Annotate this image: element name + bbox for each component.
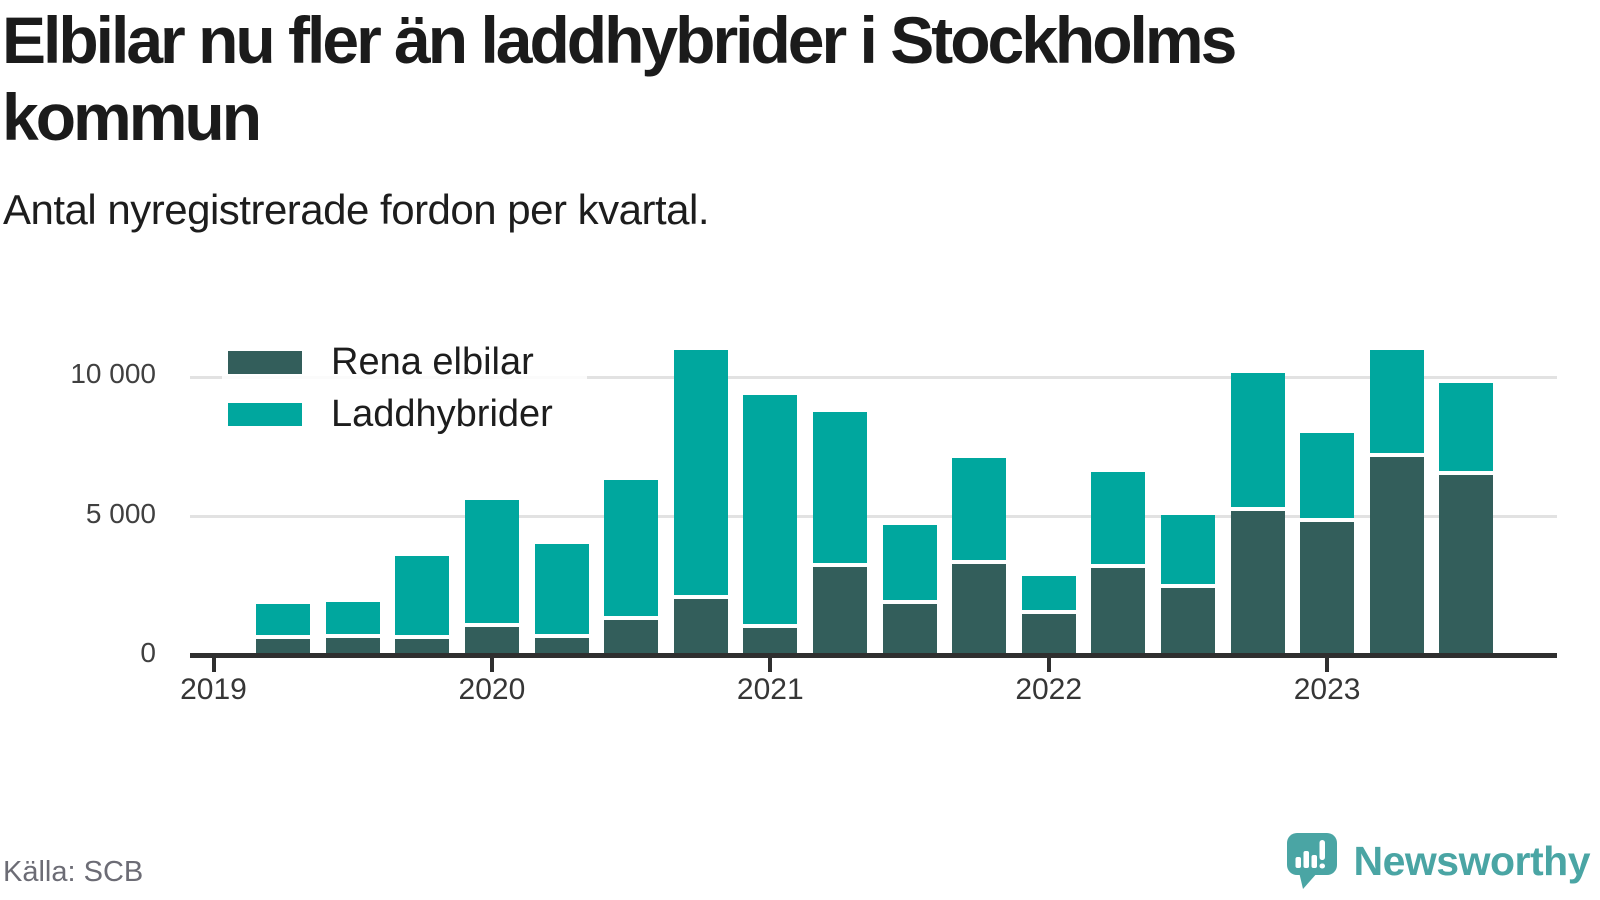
source-credit: Källa: SCB <box>3 856 144 888</box>
bar-segment-ladd-2020-Q3 <box>604 480 659 616</box>
legend-label-laddhybrider: Laddhybrider <box>331 392 553 435</box>
y-axis-tick-10000: 10 000 <box>70 358 156 389</box>
x-axis-label-2021: 2021 <box>736 673 804 706</box>
brand-logo: Newsworthy <box>1286 832 1591 890</box>
x-axis-label-2022: 2022 <box>1015 673 1083 706</box>
bar-segment-ladd-2020-Q1 <box>464 499 519 623</box>
bar-segment-rena-2023-Q2 <box>1369 456 1424 656</box>
bar-segment-ladd-2023-Q3 <box>1439 382 1494 471</box>
bar-segment-ladd-2021-Q2 <box>812 411 867 563</box>
bar-segment-ladd-2021-Q1 <box>743 395 798 625</box>
bar-segment-rena-2023-Q3 <box>1439 474 1494 656</box>
newsworthy-logo-icon <box>1286 833 1337 889</box>
bar-segment-ladd-2019-Q3 <box>325 601 380 634</box>
bar-segment-rena-2019-Q4 <box>395 639 450 656</box>
bar-segment-rena-2021-Q1 <box>743 628 798 656</box>
legend-swatch-laddhybrider <box>228 402 302 426</box>
bar-segment-ladd-2022-Q4 <box>1230 372 1285 507</box>
legend-label-rena-elbilar: Rena elbilar <box>331 340 534 383</box>
chart-title: Elbilar nu fler än laddhybrider i Stockh… <box>2 3 1237 155</box>
bar-segment-rena-2022-Q4 <box>1230 510 1285 656</box>
bar-segment-rena-2022-Q2 <box>1091 568 1146 656</box>
gridline-5000 <box>190 515 1557 518</box>
x-axis-label-2019: 2019 <box>180 673 247 706</box>
bar-segment-rena-2020-Q3 <box>604 619 659 656</box>
bar-segment-rena-2019-Q2 <box>256 639 311 656</box>
bar-segment-ladd-2019-Q2 <box>256 604 311 636</box>
bar-segment-rena-2022-Q3 <box>1160 587 1215 656</box>
legend-swatch-rena-elbilar <box>228 350 302 374</box>
y-axis-tick-5000: 5 000 <box>85 497 156 529</box>
bar-segment-rena-2022-Q1 <box>1021 614 1076 656</box>
legend-item-rena-elbilar: Rena elbilar <box>228 336 553 388</box>
bar-segment-ladd-2022-Q2 <box>1091 471 1146 565</box>
brand-wordmark: Newsworthy <box>1353 837 1591 884</box>
x-axis-label-2023: 2023 <box>1293 673 1361 706</box>
chart-subtitle: Antal nyregistrerade fordon per kvartal. <box>3 186 710 233</box>
gridline-10000 <box>190 375 1557 379</box>
bar-segment-ladd-2021-Q4 <box>952 457 1007 560</box>
bar-segment-ladd-2022-Q1 <box>1021 576 1076 611</box>
bar-segment-rena-2021-Q4 <box>952 563 1007 656</box>
bar-segment-rena-2021-Q2 <box>812 566 867 656</box>
bar-segment-rena-2020-Q4 <box>673 598 728 656</box>
x-axis-tick-2019 <box>211 658 216 672</box>
bar-segment-rena-2023-Q1 <box>1300 522 1355 656</box>
bar-segment-rena-2020-Q1 <box>464 626 519 656</box>
bar-segment-rena-2019-Q3 <box>325 637 380 656</box>
bar-segment-ladd-2022-Q3 <box>1160 515 1215 584</box>
bar-segment-ladd-2020-Q2 <box>534 544 589 634</box>
x-axis-tick-2022 <box>1046 658 1051 672</box>
legend-item-laddhybrider: Laddhybrider <box>228 388 553 440</box>
legend: Rena elbilar Laddhybrider <box>222 332 587 446</box>
bar-segment-ladd-2019-Q4 <box>395 555 450 636</box>
bar-segment-rena-2020-Q2 <box>534 637 589 656</box>
bar-segment-ladd-2023-Q1 <box>1300 432 1355 519</box>
x-axis-tick-2023 <box>1325 658 1330 672</box>
x-axis-tick-2020 <box>489 658 494 672</box>
bar-segment-ladd-2023-Q2 <box>1369 350 1424 453</box>
bar-segment-rena-2021-Q3 <box>882 604 937 656</box>
y-axis-tick-0: 0 <box>140 637 156 668</box>
x-axis-line <box>190 653 1557 658</box>
x-axis-label-2020: 2020 <box>458 673 526 706</box>
x-axis-tick-2021 <box>768 658 773 672</box>
bar-segment-ladd-2021-Q3 <box>882 524 937 601</box>
bar-segment-ladd-2020-Q4 <box>673 350 728 595</box>
